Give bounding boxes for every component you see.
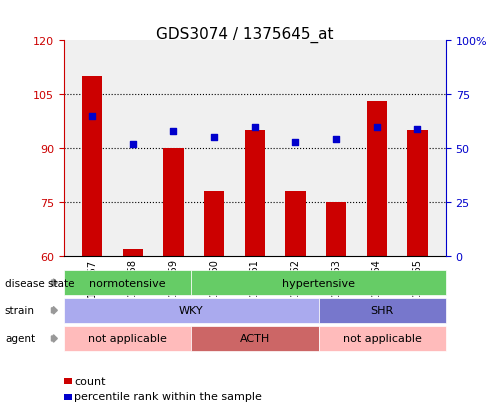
Text: hypertensive: hypertensive (282, 278, 355, 288)
Point (373, 124, 381, 131)
Point (332, 137, 340, 143)
Text: GDS3074 / 1375645_at: GDS3074 / 1375645_at (156, 27, 334, 43)
Text: count: count (74, 376, 106, 386)
Bar (285, 192, 306, 256)
Bar (407, 131, 428, 256)
Point (414, 126, 421, 133)
Text: WKY: WKY (179, 306, 203, 316)
Point (129, 141, 137, 148)
Bar (122, 249, 143, 256)
Point (170, 128, 177, 135)
Point (88, 113, 96, 120)
Bar (245, 131, 265, 256)
Text: not applicable: not applicable (343, 334, 421, 344)
Text: percentile rank within the sample: percentile rank within the sample (74, 392, 262, 401)
Text: ACTH: ACTH (240, 334, 270, 344)
Bar (326, 202, 346, 256)
Bar (82, 77, 102, 256)
Bar (163, 149, 184, 256)
Point (210, 135, 218, 141)
Bar (367, 102, 387, 256)
Text: disease state: disease state (5, 278, 74, 288)
Point (251, 124, 259, 131)
Text: agent: agent (5, 334, 35, 344)
Text: SHR: SHR (370, 306, 394, 316)
Point (292, 139, 299, 145)
Text: normotensive: normotensive (89, 278, 166, 288)
Bar (204, 192, 224, 256)
Text: strain: strain (5, 306, 35, 316)
Text: not applicable: not applicable (88, 334, 167, 344)
